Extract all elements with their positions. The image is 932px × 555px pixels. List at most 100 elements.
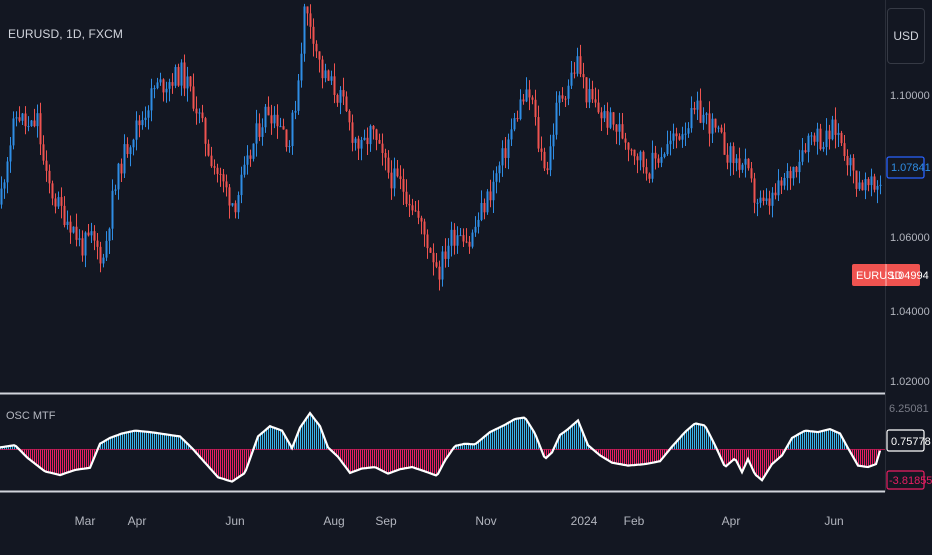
candle-body [339, 90, 342, 103]
candle-body [675, 133, 678, 137]
candle-body [594, 99, 597, 103]
candle-body [579, 56, 582, 75]
candle-body [537, 117, 540, 149]
candle-body [411, 205, 414, 211]
candle-body [102, 257, 105, 264]
candle-body [516, 118, 519, 120]
candle-body [687, 128, 690, 134]
candle-body [144, 117, 147, 120]
candle-body [99, 246, 102, 264]
candle-body [618, 124, 621, 132]
candle-body [351, 122, 354, 143]
candle-body [384, 153, 387, 158]
candle-body [222, 174, 225, 182]
candle-body [876, 185, 879, 190]
price-tick-label: 1.02000 [890, 376, 930, 388]
candle-body [375, 129, 378, 141]
candle-body [645, 167, 648, 174]
symbol-tag-price: 1.04994 [889, 270, 929, 282]
candle-body [630, 149, 633, 151]
candle-body [600, 112, 603, 119]
candle-body [129, 147, 132, 155]
candle-body [549, 146, 552, 171]
candle-body [9, 145, 12, 162]
candle-body [711, 118, 714, 134]
candle-body [513, 118, 516, 130]
candle-body [651, 152, 654, 179]
candle-body [528, 89, 531, 98]
candle-body [861, 182, 864, 191]
candle-body [816, 128, 819, 142]
candle-body [597, 102, 600, 113]
candle-body [501, 148, 504, 166]
candle-body [465, 241, 468, 243]
candle-body [297, 80, 300, 111]
candle-body [813, 135, 816, 142]
candle-body [324, 70, 327, 79]
candle-body [741, 164, 744, 170]
candle-body [186, 76, 189, 89]
candle-body [231, 203, 234, 206]
candle-body [660, 156, 663, 163]
candle-body [498, 165, 501, 174]
candle-body [126, 144, 129, 155]
candle-body [450, 229, 453, 246]
candle-body [69, 221, 72, 233]
candle-body [414, 210, 417, 212]
candle-body [3, 182, 6, 189]
candle-body [183, 62, 186, 89]
candle-body [771, 192, 774, 206]
candle-body [879, 184, 882, 186]
candle-body [576, 56, 579, 74]
candle-body [237, 195, 240, 213]
candle-body [357, 138, 360, 149]
candle-body [315, 43, 318, 52]
candle-body [177, 67, 180, 86]
candle-body [552, 134, 555, 147]
oscillator-max-label: 6.25081 [889, 403, 929, 415]
candle-body [285, 129, 288, 148]
candle-body [519, 99, 522, 120]
candle-body [609, 112, 612, 128]
oscillator-layer [0, 411, 885, 483]
oscillator-min-label: -3.81855 [889, 475, 932, 487]
candle-body [417, 210, 420, 218]
candle-body [393, 168, 396, 189]
candle-body [51, 183, 54, 199]
candle-body [54, 198, 57, 207]
candle-body [423, 221, 426, 235]
candle-body [837, 132, 840, 135]
candle-body [396, 168, 399, 177]
candle-body [663, 154, 666, 157]
candle-body [444, 251, 447, 259]
candle-body [225, 181, 228, 188]
currency-button[interactable]: USD [887, 8, 925, 64]
candle-body [246, 155, 249, 165]
candle-body [12, 118, 15, 146]
candle-body [456, 235, 459, 246]
candle-body [426, 234, 429, 249]
candle-body [270, 115, 273, 124]
candle-body [477, 219, 480, 227]
candle-body [783, 177, 786, 186]
candle-body [264, 106, 267, 128]
candle-body [279, 126, 282, 128]
candle-body [348, 111, 351, 123]
candle-body [459, 235, 462, 237]
candle-body [105, 240, 108, 258]
candle-body [216, 167, 219, 174]
candle-body [192, 86, 195, 109]
candle-body [33, 120, 36, 127]
candle-body [429, 248, 432, 253]
candle-body [93, 231, 96, 241]
candle-body [243, 164, 246, 175]
candle-body [282, 126, 285, 130]
candle-body [0, 188, 3, 205]
candle-body [432, 252, 435, 263]
oscillator-min-box [886, 470, 925, 490]
candle-body [366, 137, 369, 145]
candle-body [207, 143, 210, 156]
candle-body [546, 168, 549, 171]
candle-body [603, 111, 606, 119]
